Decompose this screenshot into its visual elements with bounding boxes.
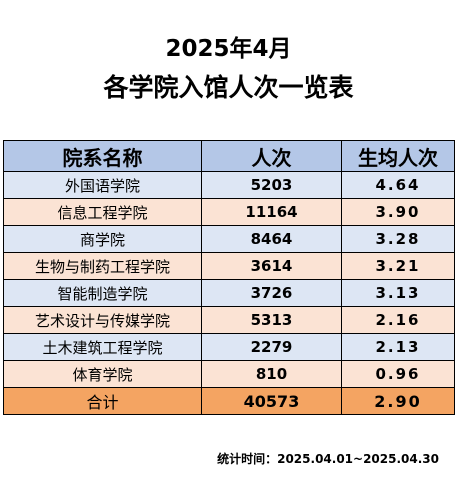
college-name: 艺术设计与传媒学院 xyxy=(3,306,202,334)
total-row: 合计 40573 2.90 xyxy=(3,387,455,415)
avg-value: 4.64 xyxy=(341,171,455,199)
visits-table: 院系名称 人次 生均人次 外国语学院 5203 4.64 信息工程学院 1116… xyxy=(3,140,455,415)
visits-value: 2279 xyxy=(201,333,342,361)
avg-value: 0.96 xyxy=(341,360,455,388)
table-row: 艺术设计与传媒学院 5313 2.16 xyxy=(3,306,455,334)
total-label: 合计 xyxy=(3,387,202,415)
header-college: 院系名称 xyxy=(3,140,202,172)
header-avg: 生均人次 xyxy=(341,140,455,172)
visits-value: 3614 xyxy=(201,252,342,280)
avg-value: 3.21 xyxy=(341,252,455,280)
table-row: 生物与制药工程学院 3614 3.21 xyxy=(3,252,455,280)
avg-value: 3.28 xyxy=(341,225,455,253)
table-header-row: 院系名称 人次 生均人次 xyxy=(3,140,455,172)
college-name: 信息工程学院 xyxy=(3,198,202,226)
table-row: 信息工程学院 11164 3.90 xyxy=(3,198,455,226)
visits-value: 810 xyxy=(201,360,342,388)
visits-value: 11164 xyxy=(201,198,342,226)
avg-value: 2.13 xyxy=(341,333,455,361)
header-visits: 人次 xyxy=(201,140,342,172)
avg-value: 2.16 xyxy=(341,306,455,334)
college-name: 外国语学院 xyxy=(3,171,202,199)
avg-value: 3.13 xyxy=(341,279,455,307)
table-row: 商学院 8464 3.28 xyxy=(3,225,455,253)
title-main: 各学院入馆人次一览表 xyxy=(103,73,354,102)
college-name: 生物与制药工程学院 xyxy=(3,252,202,280)
visits-value: 8464 xyxy=(201,225,342,253)
visits-value: 5203 xyxy=(201,171,342,199)
table-row: 体育学院 810 0.96 xyxy=(3,360,455,388)
table-row: 外国语学院 5203 4.64 xyxy=(3,171,455,199)
college-name: 体育学院 xyxy=(3,360,202,388)
college-name: 商学院 xyxy=(3,225,202,253)
table-row: 智能制造学院 3726 3.13 xyxy=(3,279,455,307)
avg-value: 3.90 xyxy=(341,198,455,226)
visits-value: 5313 xyxy=(201,306,342,334)
statistics-period: 统计时间：2025.04.01~2025.04.30 xyxy=(217,452,439,466)
visits-value: 3726 xyxy=(201,279,342,307)
college-name: 土木建筑工程学院 xyxy=(3,333,202,361)
total-avg: 2.90 xyxy=(341,387,455,415)
table-row: 土木建筑工程学院 2279 2.13 xyxy=(3,333,455,361)
title-year-month: 2025年4月 xyxy=(165,36,292,62)
total-visits: 40573 xyxy=(201,387,342,415)
college-name: 智能制造学院 xyxy=(3,279,202,307)
